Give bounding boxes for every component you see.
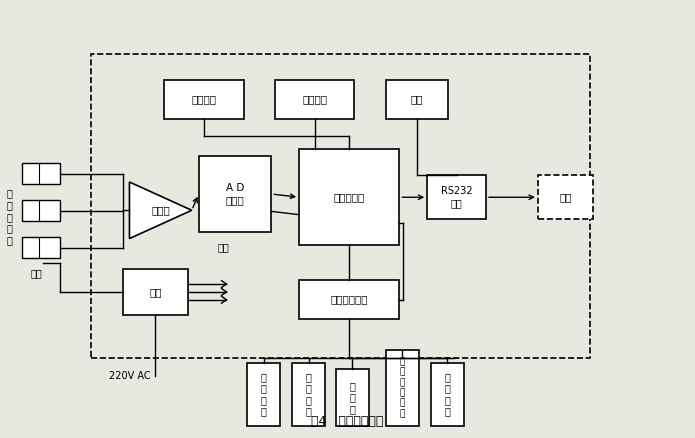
- Polygon shape: [129, 182, 192, 239]
- Text: 单片计算机: 单片计算机: [334, 192, 365, 202]
- Bar: [299, 280, 400, 319]
- Bar: [299, 149, 400, 245]
- Text: 报警指示: 报警指示: [191, 94, 216, 104]
- Bar: [336, 369, 369, 426]
- Bar: [164, 80, 244, 119]
- Bar: [386, 350, 419, 426]
- Bar: [22, 200, 60, 221]
- Text: 220V AC: 220V AC: [108, 371, 150, 381]
- Text: 重量显示: 重量显示: [302, 94, 327, 104]
- Bar: [427, 176, 486, 219]
- Bar: [431, 363, 464, 426]
- Bar: [122, 269, 188, 315]
- Bar: [386, 80, 448, 119]
- Text: 基准: 基准: [217, 242, 229, 252]
- Text: 夹
袋
信
号: 夹 袋 信 号: [444, 372, 450, 417]
- Text: A D
变换器: A D 变换器: [226, 183, 245, 205]
- Text: 粗
给
料
阀: 粗 给 料 阀: [261, 372, 267, 417]
- Text: 卸
料
阀: 卸 料 阀: [350, 381, 355, 414]
- Text: 图4   电气原理框图: 图4 电气原理框图: [311, 415, 384, 428]
- Text: 放大器: 放大器: [152, 205, 170, 215]
- Text: 桥压: 桥压: [30, 268, 42, 279]
- Bar: [275, 80, 354, 119]
- Bar: [22, 163, 60, 184]
- Text: 卸
料
门
关
信
号: 卸 料 门 关 信 号: [400, 357, 405, 418]
- Bar: [538, 176, 594, 219]
- Bar: [199, 156, 271, 232]
- Text: 打印: 打印: [559, 192, 572, 202]
- Text: 细
给
料
阀: 细 给 料 阀: [306, 372, 311, 417]
- Bar: [247, 363, 280, 426]
- Bar: [91, 53, 590, 358]
- Text: RS232
接口: RS232 接口: [441, 187, 473, 208]
- Text: 电源: 电源: [149, 287, 162, 297]
- Bar: [292, 363, 325, 426]
- Text: 键盘: 键盘: [411, 94, 423, 104]
- Bar: [22, 237, 60, 258]
- Text: 称
重
传
感
器: 称 重 传 感 器: [7, 189, 13, 245]
- Text: 控制输出接口: 控制输出接口: [331, 294, 368, 304]
